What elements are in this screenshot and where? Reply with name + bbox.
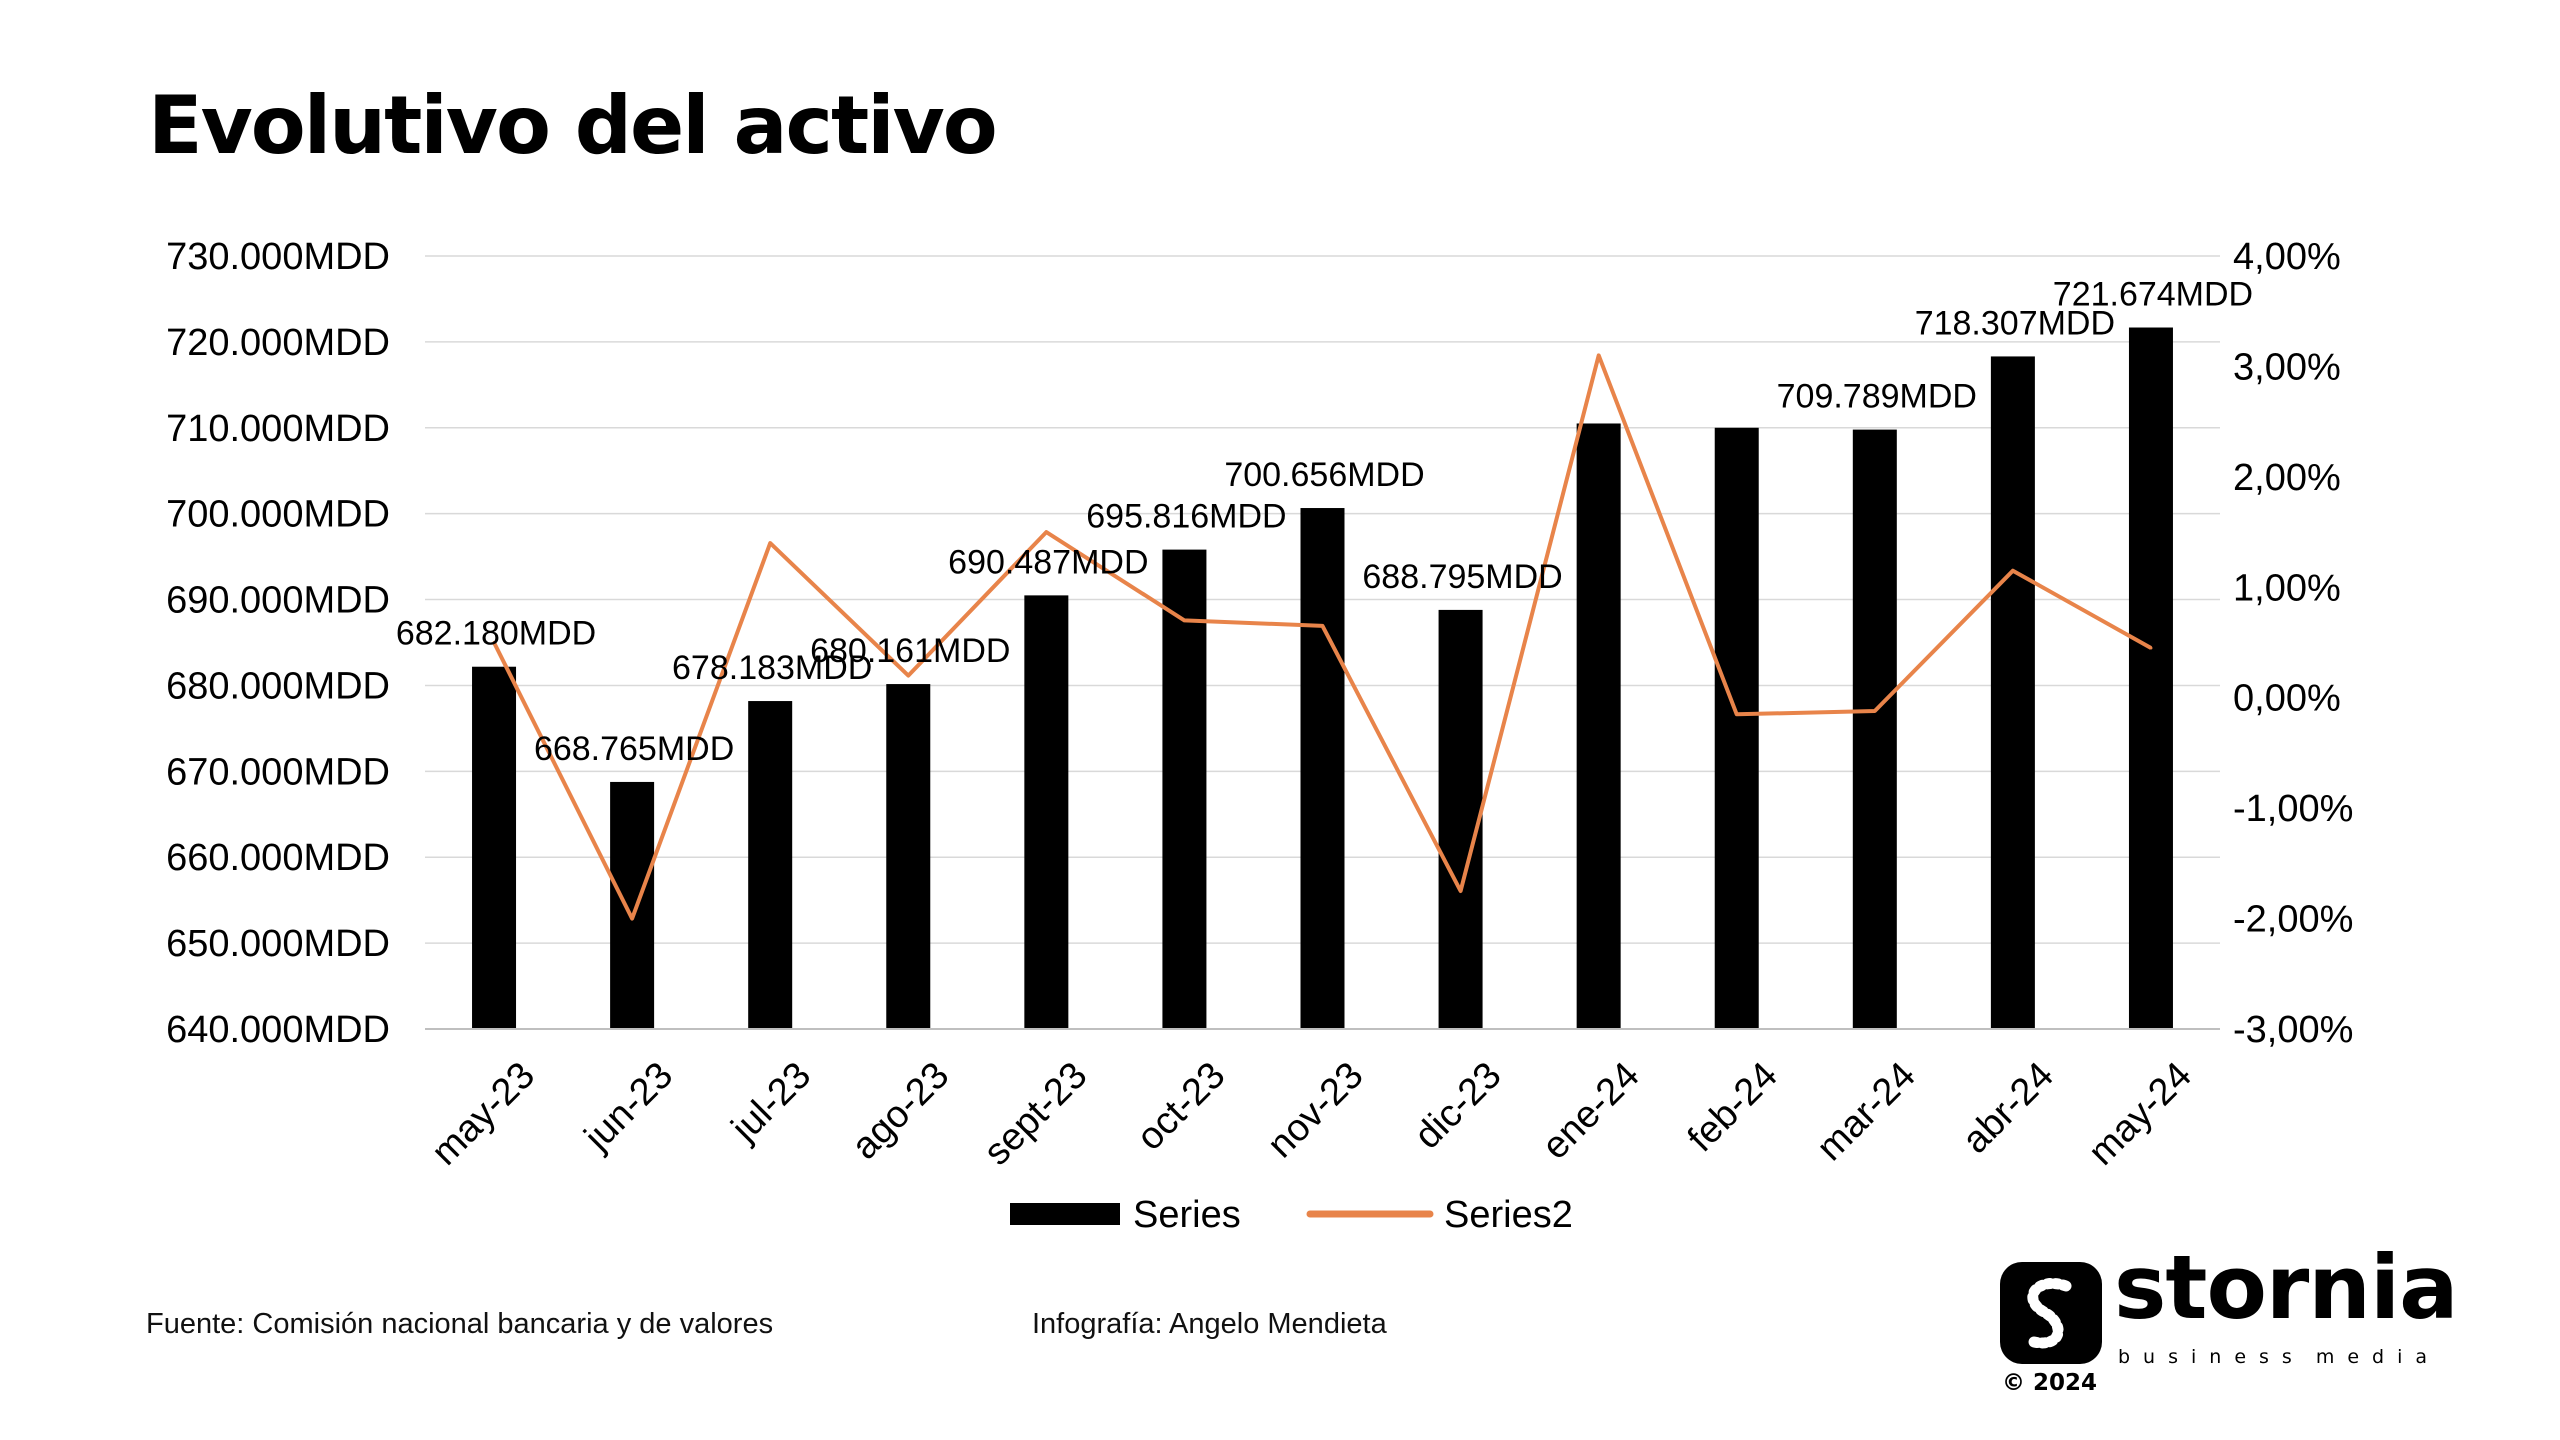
x-axis-tick-label: abr-24 (1955, 1054, 2062, 1161)
x-axis-tick-label: nov-23 (1260, 1054, 1372, 1166)
bar-data-label: 721.674MDD (2053, 276, 2253, 314)
x-axis-tick-label: sept-23 (976, 1054, 1095, 1173)
line-point (1459, 889, 1463, 893)
x-axis: may-23 jun-23 jul-23 ago-23 sept-23 oct-23 nov… (424, 1028, 2220, 1174)
stornia-logo-icon (2000, 1262, 2102, 1364)
bar (1576, 423, 1621, 1029)
bar-data-label: 709.789MDD (1777, 378, 1977, 416)
line-point (906, 674, 910, 678)
bar (1024, 595, 1069, 1029)
brand-tagline-right: media (2315, 1346, 2440, 1368)
bar-data-label: 690.487MDD (948, 543, 1148, 581)
left-axis: 640.000MDD 650.000MDD 660.000MDD 670.000MDD… (166, 236, 390, 1051)
x-axis-tick-label: jul-23 (723, 1054, 819, 1150)
x-axis-tick-label: dic-23 (1407, 1054, 1510, 1157)
bar-data-label: 678.183MDD (672, 649, 872, 687)
left-axis-tick-label: 670.000MDD (166, 751, 390, 793)
x-axis-tick-label: ago-23 (844, 1054, 957, 1167)
line-point (1044, 530, 1048, 534)
x-axis-tick-label: may-24 (2081, 1054, 2200, 1173)
bar (1990, 356, 2035, 1029)
line-point (1597, 353, 1601, 357)
brand-tagline: business media (2118, 1346, 2440, 1368)
bar (1438, 609, 1483, 1029)
right-axis-tick-label: -2,00% (2233, 899, 2353, 941)
brand-tagline-left: business (2118, 1346, 2305, 1368)
legend-swatch-series (1010, 1203, 1120, 1225)
bar-data-label: 668.765MDD (534, 730, 734, 768)
left-axis-tick-label: 730.000MDD (166, 236, 390, 278)
right-axis: -3,00% -2,00% -1,00% 0,00% 1,00% 2,00% 3,00% 4,… (2233, 236, 2353, 1051)
chart-title: Evolutivo del activo (148, 79, 998, 172)
line-series (492, 353, 2153, 921)
bar (2128, 327, 2173, 1029)
right-axis-tick-label: 0,00% (2233, 678, 2341, 720)
line-point (1182, 618, 1186, 622)
x-axis-tick-label: feb-24 (1680, 1054, 1786, 1160)
legend: Series Series2 (1010, 1194, 1573, 1236)
left-axis-tick-label: 650.000MDD (166, 923, 390, 965)
line-point (768, 541, 772, 545)
x-axis-tick-label: oct-23 (1129, 1054, 1233, 1158)
right-axis-tick-label: -3,00% (2233, 1009, 2353, 1051)
line-point (492, 641, 496, 644)
bar-series (472, 327, 2173, 1029)
legend-label-series: Series (1133, 1194, 1241, 1236)
bar (1714, 427, 1759, 1029)
bar (610, 781, 655, 1029)
bar-data-label: 688.795MDD (1362, 558, 1562, 596)
credit-note: Infografía: Angelo Mendieta (1032, 1308, 1387, 1340)
bar (1852, 429, 1897, 1029)
brand-name: stornia (2114, 1236, 2458, 1339)
left-axis-tick-label: 690.000MDD (166, 580, 390, 622)
bar (472, 666, 517, 1029)
bar (886, 684, 931, 1029)
right-axis-tick-label: 2,00% (2233, 457, 2341, 499)
right-axis-tick-label: 4,00% (2233, 236, 2341, 278)
bar (1300, 508, 1345, 1029)
left-axis-tick-label: 660.000MDD (166, 837, 390, 879)
brand-copyright: © 2024 (2002, 1370, 2098, 1396)
line-point (1321, 624, 1324, 628)
bar-data-label: 700.656MDD (1224, 456, 1424, 494)
x-axis-tick-label: may-23 (424, 1054, 543, 1173)
line-point (1873, 709, 1877, 713)
right-axis-tick-label: 1,00% (2233, 567, 2341, 609)
right-axis-tick-label: 3,00% (2233, 346, 2341, 388)
bar-data-label: 682.180MDD (396, 615, 596, 653)
x-axis-tick-label: mar-24 (1809, 1054, 1924, 1169)
bar (748, 701, 793, 1029)
x-axis-tick-label: ene-24 (1534, 1054, 1647, 1167)
bar-data-label: 680.161MDD (810, 632, 1010, 670)
line-point (2011, 569, 2015, 573)
left-axis-tick-label: 680.000MDD (166, 665, 390, 707)
line-point (2149, 646, 2153, 650)
bar-data-label: 718.307MDD (1915, 304, 2115, 342)
data-labels: 682.180MDD 668.765MDD 678.183MDD680.161MDD… (396, 276, 2253, 768)
source-note: Fuente: Comisión nacional bancaria y de … (146, 1308, 774, 1340)
line-point (630, 917, 634, 921)
left-axis-tick-label: 720.000MDD (166, 322, 390, 364)
x-axis-tick-label: jun-23 (576, 1054, 681, 1159)
left-axis-tick-label: 640.000MDD (166, 1009, 390, 1051)
left-axis-tick-label: 700.000MDD (166, 494, 390, 536)
legend-label-series2: Series2 (1444, 1194, 1573, 1236)
line-point (1735, 712, 1739, 716)
left-axis-tick-label: 710.000MDD (166, 408, 390, 450)
right-axis-tick-label: -1,00% (2233, 788, 2353, 830)
bar (1162, 549, 1207, 1029)
bar-data-label: 695.816MDD (1086, 498, 1286, 536)
